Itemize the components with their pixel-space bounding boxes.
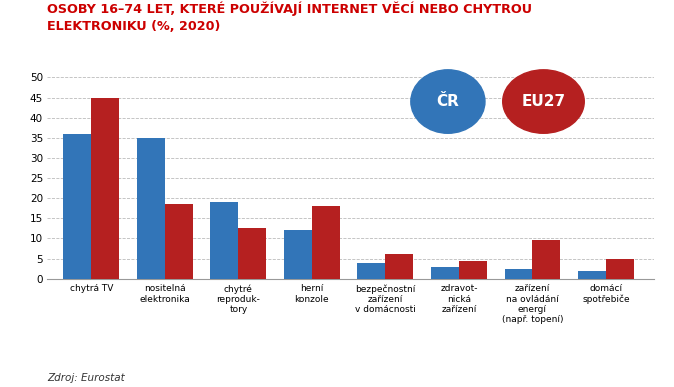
Bar xyxy=(505,269,532,279)
Bar xyxy=(357,262,386,279)
Bar xyxy=(284,230,312,279)
Text: ČR: ČR xyxy=(437,94,460,109)
Bar xyxy=(532,240,560,279)
Bar xyxy=(91,98,119,279)
Bar xyxy=(165,204,193,279)
Bar xyxy=(431,267,459,279)
Bar xyxy=(210,202,239,279)
Bar xyxy=(578,271,606,279)
Bar xyxy=(239,228,266,279)
Bar xyxy=(63,134,91,279)
Bar xyxy=(137,138,165,279)
Bar xyxy=(386,255,413,279)
Bar xyxy=(459,260,487,279)
Text: OSOBY 16–74 LET, KTERÉ POUŽÍVAJÍ INTERNET VĚCÍ NEBO CHYTROU
ELEKTRONIKU (%, 2020: OSOBY 16–74 LET, KTERÉ POUŽÍVAJÍ INTERNE… xyxy=(47,2,532,33)
Text: EU27: EU27 xyxy=(522,94,565,109)
Bar xyxy=(312,206,340,279)
Bar xyxy=(606,259,634,279)
Text: Zdroj: Eurostat: Zdroj: Eurostat xyxy=(47,373,125,383)
